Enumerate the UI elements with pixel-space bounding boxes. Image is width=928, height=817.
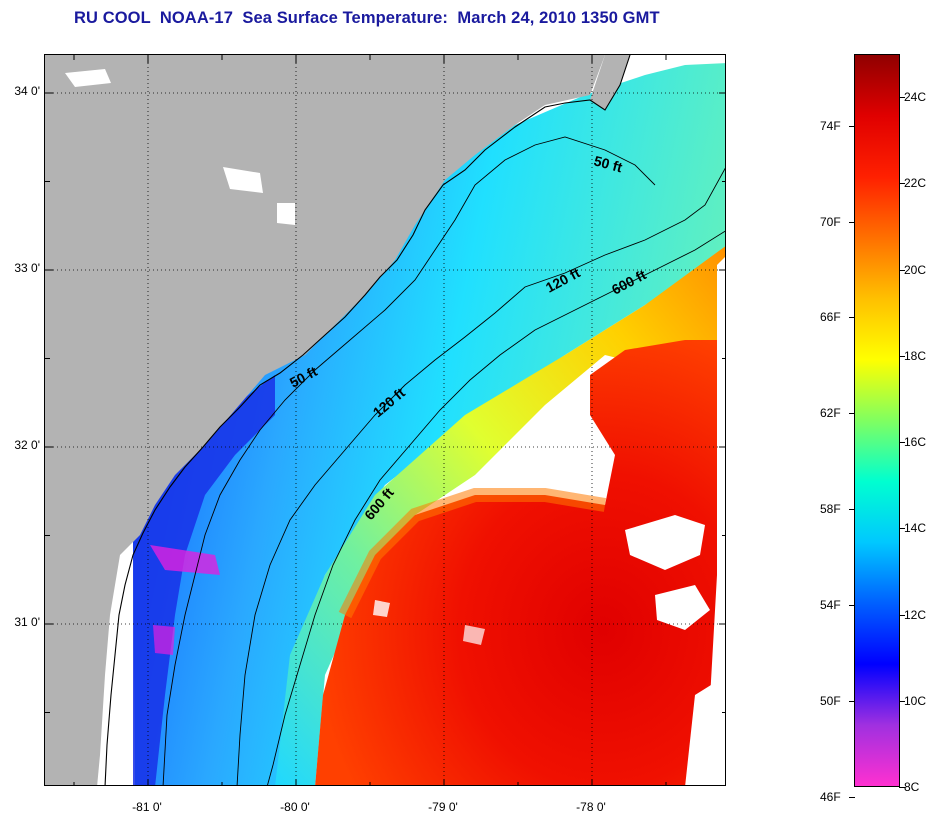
sst-warm-front	[338, 488, 607, 619]
colorbar-celsius-tick	[899, 183, 905, 185]
latitude-label: 32 0'	[14, 438, 40, 452]
colorbar-celsius-tick	[899, 787, 905, 788]
colorbar-celsius-tick	[899, 700, 905, 702]
colorbar-fahrenheit-tick	[849, 317, 855, 319]
temperature-colorbar	[854, 54, 900, 787]
graticule	[45, 55, 725, 785]
colorbar-fahrenheit-label: 54F	[820, 597, 841, 612]
colorbar-fahrenheit-tick	[849, 125, 855, 127]
colorbar-fahrenheit-label: 74F	[820, 118, 841, 133]
sst-warm-region	[315, 340, 725, 785]
land-mass	[45, 55, 605, 785]
sst-magenta-patch	[150, 545, 220, 575]
land-no-data-patch-2	[223, 167, 263, 193]
colorbar-celsius-label: 8C	[904, 780, 920, 794]
latitude-label: 31 0'	[14, 615, 40, 629]
colorbar-celsius-label: 14C	[904, 521, 927, 536]
sst-cool-region	[133, 63, 725, 785]
colorbar-fahrenheit-label: 58F	[820, 502, 841, 517]
colorbar-celsius-label: 10C	[904, 693, 927, 708]
colorbar-fahrenheit-tick	[849, 509, 855, 511]
sst-map[interactable]: 50 ft 50 ft 120 ft 120 ft 600 ft 600 ft	[44, 54, 726, 786]
isobath-600ft	[267, 230, 725, 785]
contour-label: 50 ft	[592, 152, 624, 175]
cloud-patch	[625, 515, 705, 570]
coastline	[104, 55, 631, 785]
colorbar-celsius-label: 16C	[904, 435, 927, 450]
cloud-patch-2	[655, 585, 710, 630]
sst-mid-region	[275, 246, 725, 785]
colorbar-fahrenheit-tick	[849, 796, 855, 798]
latitude-label: 34 0'	[14, 84, 40, 98]
colorbar-celsius-tick	[899, 528, 905, 530]
isobath-50ft	[162, 136, 656, 785]
isobath-120ft	[236, 167, 725, 785]
land-no-data-patch	[65, 69, 111, 87]
colorbar-fahrenheit-tick	[849, 413, 855, 415]
colorbar-fahrenheit-label: 62F	[820, 406, 841, 421]
longitude-label: -81 0'	[132, 800, 162, 814]
colorbar-celsius-label: 24C	[904, 90, 927, 105]
colorbar-fahrenheit-tick	[849, 221, 855, 223]
sst-map-canvas: 50 ft 50 ft 120 ft 120 ft 600 ft 600 ft	[45, 55, 725, 785]
colorbar-fahrenheit-label: 46F	[820, 789, 841, 804]
no-data-right	[705, 257, 725, 785]
sst-magenta-patch-2	[153, 625, 175, 655]
colorbar-celsius-label: 20C	[904, 262, 927, 277]
colorbar-celsius-tick	[899, 269, 905, 271]
colorbar-celsius-tick	[899, 97, 905, 99]
colorbar-fahrenheit-label: 66F	[820, 310, 841, 325]
longitude-label: -79 0'	[428, 800, 458, 814]
colorbar-celsius-tick	[899, 442, 905, 444]
cloud-patch-3	[373, 600, 390, 617]
colorbar-fahrenheit-tick	[849, 700, 855, 702]
colorbar-celsius-tick	[899, 355, 905, 357]
colorbar-fahrenheit-tick	[849, 604, 855, 606]
colorbar-fahrenheit-label: 50F	[820, 693, 841, 708]
colorbar-celsius-tick	[899, 614, 905, 616]
colorbar-celsius-label: 12C	[904, 607, 927, 622]
colorbar-fahrenheit-label: 70F	[820, 214, 841, 229]
land-north	[590, 55, 630, 110]
map-title: RU COOL NOAA-17 Sea Surface Temperature:…	[74, 9, 660, 27]
cloud-patch-4	[463, 625, 485, 645]
no-data-bottom	[685, 676, 725, 785]
colorbar-celsius-label: 22C	[904, 176, 927, 191]
latitude-label: 33 0'	[14, 261, 40, 275]
longitude-label: -78 0'	[576, 800, 606, 814]
colorbar-celsius-label: 18C	[904, 348, 927, 363]
land-no-data-patch-3	[277, 203, 295, 225]
longitude-label: -80 0'	[280, 800, 310, 814]
